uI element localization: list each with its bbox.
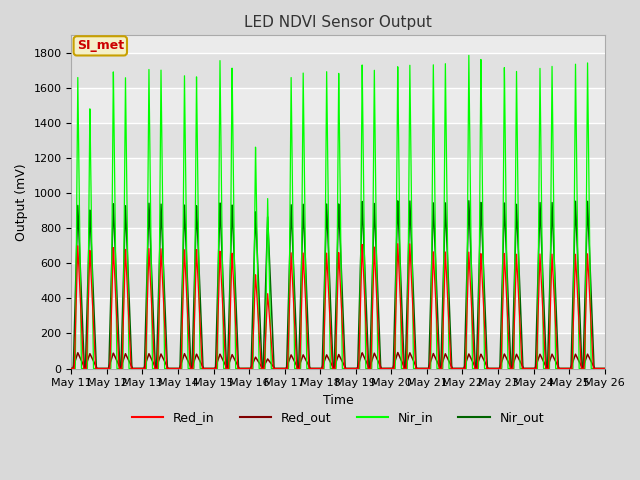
Bar [72,123,605,158]
X-axis label: Time: Time [323,394,353,407]
Y-axis label: Output (mV): Output (mV) [15,163,28,241]
Bar [72,193,605,228]
Bar [72,334,605,369]
Bar [72,264,605,299]
Title: LED NDVI Sensor Output: LED NDVI Sensor Output [244,15,432,30]
Legend: Red_in, Red_out, Nir_in, Nir_out: Red_in, Red_out, Nir_in, Nir_out [127,406,549,429]
Bar [72,53,605,88]
Text: SI_met: SI_met [77,39,124,52]
